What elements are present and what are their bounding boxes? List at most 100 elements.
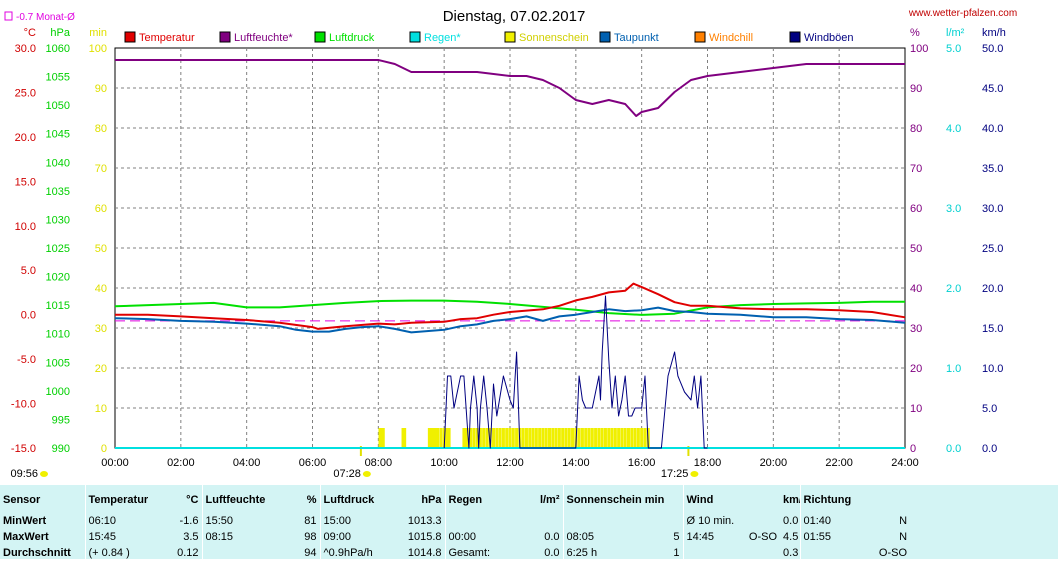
sun-marker-icon: [40, 471, 48, 477]
x-tick-label: 02:00: [167, 457, 195, 469]
pressure-axis-label: 1015: [46, 300, 70, 312]
dewpoint-series-line: [114, 306, 906, 334]
wind-axis-label: 10.0: [982, 363, 1003, 375]
stats-header-temperatur: Temperatur: [84, 485, 155, 513]
rain-axis-label: 5.0: [946, 43, 961, 55]
stats-cell: 01:55: [799, 529, 859, 545]
pressure-axis-label: 990: [52, 443, 70, 455]
stats-header-row: Sensor Temperatur °C Luftfeuchte % Luftd…: [0, 485, 1058, 513]
pressure-axis-label: 1025: [46, 243, 70, 255]
x-tick-label: 08:00: [365, 457, 393, 469]
x-tick-label: 24:00: [891, 457, 919, 469]
sun-marker-label: 09:56: [10, 468, 38, 480]
stats-cell: 06:10: [84, 513, 155, 529]
x-tick-label: 18:00: [694, 457, 722, 469]
wind-gust-series-line: [443, 295, 708, 449]
x-tick-label: 04:00: [233, 457, 261, 469]
sunshine-axis-label: 0: [101, 443, 107, 455]
chart-legend: Temperatur Luftfeuchte* Luftdruck Regen* Son…: [124, 31, 854, 44]
sunshine-bar: [640, 428, 644, 448]
stats-header-luftdruck: Luftdruck: [319, 485, 390, 513]
sunshine-bar: [623, 428, 627, 448]
legend-swatch: [504, 31, 516, 43]
sunshine-bar: [495, 428, 499, 448]
wind-axis-label: 45.0: [982, 83, 1003, 95]
stats-cell: 98: [304, 531, 317, 543]
sunshine-bar: [505, 428, 509, 448]
sunshine-bar: [643, 428, 647, 448]
rain-axis-label: 3.0: [946, 203, 961, 215]
pressure-axis-label: 1010: [46, 329, 70, 341]
x-tick-label: 16:00: [628, 457, 656, 469]
sunshine-axis-label: 70: [95, 163, 107, 175]
stats-cell: 6:25 h: [562, 545, 648, 561]
stats-header-richtung: Richtung: [799, 485, 911, 513]
sunshine-axis-label: 100: [89, 43, 107, 55]
legend-label: Luftdruck: [329, 32, 375, 44]
wind-axis-label: 0.0: [982, 443, 997, 455]
stats-cell: [682, 545, 744, 561]
stats-cell: [444, 513, 510, 529]
stats-cell: 0.12: [177, 547, 199, 559]
sunshine-bar: [587, 428, 591, 448]
stats-cell: 3.5: [183, 531, 199, 543]
sunshine-bar: [607, 428, 611, 448]
pressure-axis-label: 1055: [46, 72, 70, 84]
stats-cell: 1014.8: [407, 547, 442, 559]
stats-header-sonnenschein: Sonnenschein min: [562, 485, 684, 513]
humidity-axis-label: 70: [910, 163, 922, 175]
sunshine-bar: [551, 428, 555, 448]
sunshine-bar: [580, 428, 584, 448]
temperature-axis-label: -15.0: [11, 443, 36, 455]
stats-cell: 00:00: [444, 529, 510, 545]
sunshine-bar: [427, 428, 431, 448]
stats-row-label: MaxWert: [3, 531, 49, 543]
stats-header-regen: Regen: [444, 485, 510, 513]
sunshine-bar: [492, 428, 496, 448]
pressure-axis-label: 1045: [46, 129, 70, 141]
sunshine-bar: [630, 428, 634, 448]
sunshine-bar: [584, 428, 588, 448]
wind-axis-label: 25.0: [982, 243, 1003, 255]
stats-header-luftdruck-unit: hPa: [421, 494, 442, 506]
humidity-axis-label: 30: [910, 323, 922, 335]
temperature-series-line: [115, 282, 906, 330]
stats-cell: [510, 513, 563, 529]
website-link[interactable]: www.wetter-pfalzen.com: [908, 8, 1017, 19]
stats-cell: 15:45: [84, 529, 155, 545]
chart-title: Dienstag, 07.02.2017: [443, 8, 586, 25]
temperature-axis-label: 15.0: [15, 176, 36, 188]
sunshine-bar: [600, 428, 604, 448]
sunshine-bar: [488, 428, 492, 448]
stats-panel: Sensor Temperatur °C Luftfeuchte % Luftd…: [0, 485, 1058, 561]
stats-header-wind: Wind: [682, 485, 744, 513]
sunshine-bar: [590, 428, 594, 448]
sunshine-bar: [403, 428, 407, 448]
chart-axes: 00:00 02:00 04:00 06:00 08:00 10:00 12:00 14:00…: [10, 27, 1005, 480]
legend-swatch: [409, 31, 421, 43]
sun-marker-label: 17:25: [661, 468, 689, 480]
sunshine-bar: [524, 428, 528, 448]
stats-cell: 0.0: [544, 531, 560, 543]
humidity-axis-label: 80: [910, 123, 922, 135]
sunshine-bar: [444, 428, 448, 448]
sun-marker-icon: [362, 471, 371, 477]
sunshine-bar: [434, 428, 438, 448]
stats-cell: -1.6: [179, 515, 199, 527]
sunshine-bar: [478, 428, 482, 448]
rain-axis-label: 4.0: [946, 123, 961, 135]
sunshine-bar: [538, 428, 542, 448]
sunshine-bar: [515, 428, 519, 448]
sunshine-bar: [465, 428, 469, 448]
x-tick-label: 10:00: [430, 457, 458, 469]
humidity-axis-label: 50: [910, 243, 922, 255]
pressure-axis-label: 1030: [46, 214, 70, 226]
stats-cell: 0.0: [544, 547, 560, 559]
sun-marker-label: 07:28: [333, 468, 361, 480]
legend-label: Temperatur: [139, 32, 195, 44]
stats-cell: Gesamt:: [444, 545, 510, 561]
pressure-axis-label: 1000: [46, 386, 70, 398]
rain-axis-label: 2.0: [946, 283, 961, 295]
sunshine-bar: [436, 428, 440, 448]
humidity-axis-label: 60: [910, 203, 922, 215]
